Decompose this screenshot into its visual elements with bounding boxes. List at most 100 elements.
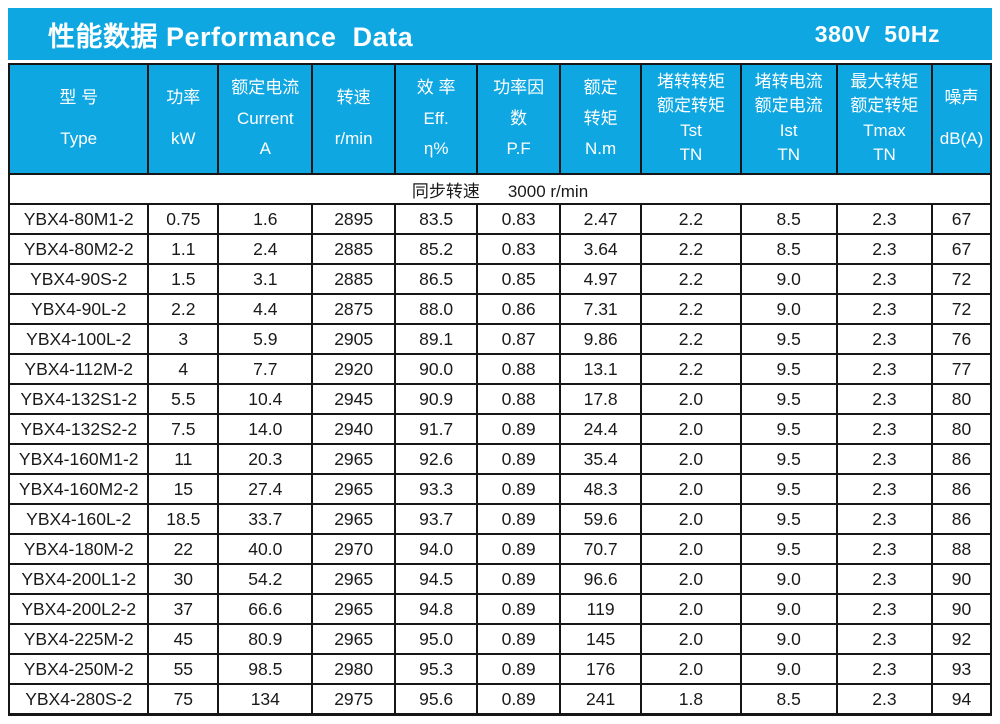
performance-data-table: 型 号 Type 功率 kW 额定电流 Current A 转速 r/min 效 率 Eff. η% 功… [7, 63, 992, 716]
value-cell: 94.8 [393, 593, 479, 625]
value-cell: 0.89 [476, 503, 561, 535]
value-cell: 86 [931, 473, 992, 505]
value-cell: 2965 [311, 593, 396, 625]
value-cell: 2885 [311, 233, 396, 265]
value-cell: 0.88 [476, 383, 561, 415]
column-header-line: η% [423, 139, 449, 159]
value-cell: 33.7 [217, 503, 314, 535]
column-header-line: 转矩 [583, 108, 618, 128]
value-cell: 90 [931, 563, 992, 595]
value-cell: 8.5 [739, 233, 838, 265]
value-cell: 2.0 [640, 653, 742, 685]
value-cell: 1.8 [640, 683, 742, 716]
column-header-line: 最大转矩 [850, 71, 919, 91]
column-header-efficiency: 效 率 Eff. η% [393, 63, 479, 175]
value-cell: 2.2 [640, 353, 742, 385]
column-header-line: dB(A) [939, 129, 984, 149]
value-cell: 2.47 [558, 203, 643, 235]
value-cell: 0.86 [476, 293, 561, 325]
sync-speed-cell: 同步转速 3000 r/min [8, 173, 992, 205]
sync-speed-row: 同步转速 3000 r/min [8, 173, 992, 205]
column-header-line: 额定电流 [754, 96, 823, 116]
column-header-line: 额定转矩 [656, 96, 725, 116]
value-cell: 2.3 [835, 623, 934, 655]
value-cell: 9.5 [739, 473, 838, 505]
value-cell: 1.1 [147, 233, 220, 265]
value-cell: 92.6 [393, 443, 479, 475]
value-cell: 0.89 [476, 443, 561, 475]
column-header-line: 型 号 [59, 88, 99, 108]
column-header-power: 功率 kW [147, 63, 220, 175]
value-cell: 176 [558, 653, 643, 685]
value-cell: 0.89 [476, 653, 561, 685]
column-header-line: 功率因 [493, 77, 545, 97]
table-row: YBX4-160L-2 18.5 33.7 2965 93.7 0.89 59.6 2.0 9.… [7, 503, 992, 535]
value-cell: 7.5 [147, 413, 220, 445]
value-cell: 93.3 [393, 473, 479, 505]
value-cell: 2.3 [835, 323, 934, 355]
table-row: YBX4-280S-2 75 134 2975 95.6 0.89 241 1.8 8.5 2.3… [7, 683, 992, 716]
value-cell: 11 [147, 443, 220, 475]
value-cell: 70.7 [558, 533, 643, 565]
column-header-line: Eff. [423, 108, 449, 128]
column-header-speed: 转速 r/min [311, 63, 396, 175]
value-cell: 5.9 [217, 323, 314, 355]
model-cell: YBX4-90L-2 [7, 293, 150, 325]
column-header-line: 效 率 [416, 77, 456, 97]
table-row: YBX4-200L2-2 37 66.6 2965 94.8 0.89 119 2.0 9.0 2… [7, 593, 992, 625]
value-cell: 9.5 [739, 383, 838, 415]
column-header-line: TN [679, 145, 703, 165]
value-cell: 88 [931, 533, 992, 565]
value-cell: 9.0 [739, 293, 838, 325]
value-cell: 2975 [311, 683, 396, 716]
column-header-line: kW [171, 129, 196, 149]
value-cell: 2.2 [640, 203, 742, 235]
value-cell: 80 [931, 413, 992, 445]
value-cell: 66.6 [217, 593, 314, 625]
value-cell: 93.7 [393, 503, 479, 535]
value-cell: 0.83 [476, 233, 561, 265]
value-cell: 20.3 [217, 443, 314, 475]
value-cell: 2.3 [835, 653, 934, 685]
column-header-noise: 噪声 dB(A) [931, 63, 992, 175]
column-header-line: N.m [585, 139, 617, 159]
value-cell: 22 [147, 533, 220, 565]
value-cell: 27.4 [217, 473, 314, 505]
value-cell: 8.5 [739, 203, 838, 235]
value-cell: 9.0 [739, 623, 838, 655]
value-cell: 2.3 [835, 683, 934, 716]
value-cell: 10.4 [217, 383, 314, 415]
value-cell: 37 [147, 593, 220, 625]
column-header-line: 额定转矩 [850, 96, 919, 116]
value-cell: 2.0 [640, 383, 742, 415]
value-cell: 7.31 [558, 293, 643, 325]
value-cell: 35.4 [558, 443, 643, 475]
value-cell: 0.89 [476, 623, 561, 655]
value-cell: 2.2 [640, 233, 742, 265]
column-header-line: 堵转转矩 [656, 71, 725, 91]
value-cell: 93 [931, 653, 992, 685]
value-cell: 15 [147, 473, 220, 505]
column-header-power-factor: 功率因数 P.F [476, 63, 561, 175]
model-cell: YBX4-160M1-2 [7, 443, 150, 475]
value-cell: 2.3 [835, 203, 934, 235]
column-header-locked-rotor-torque-ratio: 堵转转矩 额定转矩 Tst TN [640, 63, 742, 175]
value-cell: 2.4 [217, 233, 314, 265]
value-cell: 2.3 [835, 383, 934, 415]
model-cell: YBX4-90S-2 [7, 263, 150, 295]
value-cell: 3.64 [558, 233, 643, 265]
value-cell: 45 [147, 623, 220, 655]
value-cell: 90.0 [393, 353, 479, 385]
value-cell: 2965 [311, 443, 396, 475]
model-cell: YBX4-160M2-2 [7, 473, 150, 505]
value-cell: 96.6 [558, 563, 643, 595]
value-cell: 86 [931, 503, 992, 535]
value-cell: 14.0 [217, 413, 314, 445]
column-header-line: Type [60, 129, 98, 149]
table-row: YBX4-100L-2 3 5.9 2905 89.1 0.87 9.86 2.2 9.5 2.3… [7, 323, 992, 355]
column-header-line: 堵转电流 [754, 71, 823, 91]
value-cell: 3 [147, 323, 220, 355]
value-cell: 77 [931, 353, 992, 385]
value-cell: 2.0 [640, 623, 742, 655]
